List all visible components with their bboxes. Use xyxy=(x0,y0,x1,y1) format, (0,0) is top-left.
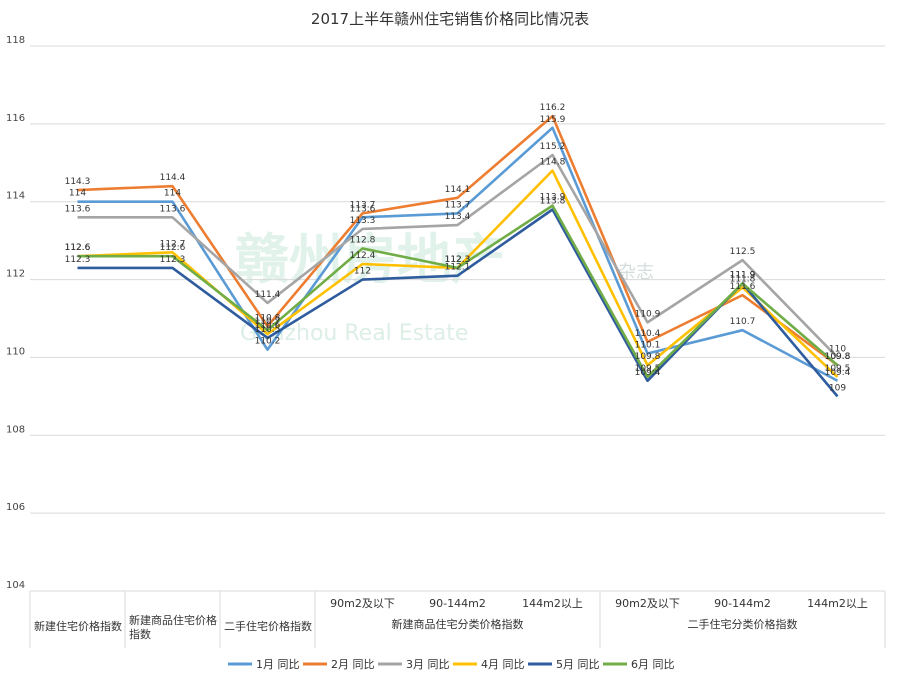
data-label: 113.6 xyxy=(160,204,186,214)
chart-title: 2017上半年赣州住宅销售价格同比情况表 xyxy=(311,10,589,28)
category-label: 二手住宅价格指数 xyxy=(224,619,312,633)
data-label: 112.3 xyxy=(65,255,91,265)
y-tick-label: 118 xyxy=(6,35,25,46)
legend-label: 6月 同比 xyxy=(631,658,675,671)
data-label: 114 xyxy=(69,189,86,199)
data-label: 110.8 xyxy=(255,313,281,323)
legend-label: 4月 同比 xyxy=(481,658,525,671)
data-label: 113.4 xyxy=(445,212,471,222)
data-label: 113.3 xyxy=(350,216,376,226)
subcategory-label: 90-144m2 xyxy=(429,597,486,610)
data-label: 112.5 xyxy=(730,247,756,257)
data-label: 109.4 xyxy=(635,368,661,378)
y-tick-label: 112 xyxy=(6,269,25,280)
data-label: 111.8 xyxy=(730,274,756,284)
data-label: 114.8 xyxy=(540,158,566,168)
data-label: 115.2 xyxy=(540,142,566,152)
data-label: 111.4 xyxy=(255,290,281,300)
data-label: 109.8 xyxy=(825,352,851,362)
legend-label: 5月 同比 xyxy=(556,658,600,671)
data-label: 110.4 xyxy=(635,329,661,339)
group-label: 二手住宅分类价格指数 xyxy=(688,617,798,631)
data-label: 109.8 xyxy=(635,352,661,362)
data-label: 110.7 xyxy=(730,317,756,327)
data-label: 109.4 xyxy=(825,368,851,378)
data-label: 110.1 xyxy=(635,341,661,351)
data-label: 111.9 xyxy=(730,270,756,280)
legend-label: 1月 同比 xyxy=(256,658,300,671)
data-label: 109.5 xyxy=(825,364,851,374)
data-label: 110 xyxy=(829,344,846,354)
category-label-line: 新建商品住宅价格 xyxy=(129,613,217,627)
series-line-6 xyxy=(77,204,839,379)
data-label: 110.2 xyxy=(255,337,281,347)
data-label: 114.4 xyxy=(160,173,186,183)
data-label: 111.9 xyxy=(730,270,756,280)
subcategory-label: 90-144m2 xyxy=(714,597,771,610)
series-line-3 xyxy=(77,153,839,359)
grid: 104 106 108 110 112 114 116 118 xyxy=(6,35,885,592)
data-label: 112.4 xyxy=(350,251,376,261)
subcategory-label: 90m2及以下 xyxy=(330,597,395,610)
legend-label: 2月 同比 xyxy=(331,658,375,671)
subcategory-label: 90m2及以下 xyxy=(615,597,680,610)
category-label-line: 二手住宅价格指数 xyxy=(224,619,312,633)
series-line-2 xyxy=(77,114,839,367)
data-label: 113.6 xyxy=(350,204,376,214)
subcategory-label: 144m2以上 xyxy=(807,597,868,610)
category-label-line: 指数 xyxy=(129,627,151,641)
category-label-line: 新建住宅价格指数 xyxy=(34,619,122,633)
y-tick-label: 104 xyxy=(6,580,25,591)
data-label: 112.6 xyxy=(65,243,91,253)
data-label: 109.8 xyxy=(825,352,851,362)
data-label: 112.7 xyxy=(160,239,186,249)
data-label: 112.6 xyxy=(160,243,186,253)
subcategory-label: 144m2以上 xyxy=(522,597,583,610)
data-label: 110.6 xyxy=(255,321,281,331)
data-label: 112.3 xyxy=(445,255,471,265)
data-label: 109 xyxy=(829,383,846,393)
data-label: 112 xyxy=(354,267,371,277)
data-label: 112.1 xyxy=(445,263,471,273)
data-label: 116.2 xyxy=(540,103,566,113)
y-tick-label: 116 xyxy=(6,113,25,124)
y-tick-label: 108 xyxy=(6,424,25,435)
legend: 1月 同比 2月 同比 3月 同比 4月 同比 5月 同比 6月 同比 xyxy=(228,658,675,671)
data-label: 113.8 xyxy=(540,197,566,207)
y-tick-label: 114 xyxy=(6,191,25,202)
category-label: 新建住宅价格指数 xyxy=(34,619,122,633)
data-label: 111.6 xyxy=(730,282,756,292)
legend-label: 3月 同比 xyxy=(406,658,450,671)
data-label: 113.7 xyxy=(350,200,376,210)
group-label: 新建商品住宅分类价格指数 xyxy=(392,617,524,631)
data-label: 112.8 xyxy=(350,235,376,245)
data-label: 112.3 xyxy=(445,255,471,265)
y-tick-label: 110 xyxy=(6,346,25,357)
data-label: 110.5 xyxy=(255,325,281,335)
data-label: 110.9 xyxy=(635,309,661,319)
data-label: 113.7 xyxy=(445,200,471,210)
watermark: 赣州房地产 Ganzhou Real Estate 杂志 xyxy=(235,228,654,346)
y-tick-label: 106 xyxy=(6,502,25,513)
data-label: 113.9 xyxy=(540,193,566,203)
data-label: 115.9 xyxy=(540,115,566,125)
series-line-1 xyxy=(77,126,839,382)
data-label: 109.5 xyxy=(635,364,661,374)
data-label: 114.3 xyxy=(65,177,91,187)
data-label: 110.7 xyxy=(255,317,281,327)
data-label: 114 xyxy=(164,189,181,199)
data-label: 112.6 xyxy=(65,243,91,253)
category-label: 新建商品住宅价格指数 xyxy=(129,613,217,641)
watermark-side: 杂志 xyxy=(618,262,654,283)
data-label: 113.6 xyxy=(65,204,91,214)
series-lines xyxy=(77,114,839,398)
data-label: 114.1 xyxy=(445,185,471,195)
data-label: 112.3 xyxy=(160,255,186,265)
